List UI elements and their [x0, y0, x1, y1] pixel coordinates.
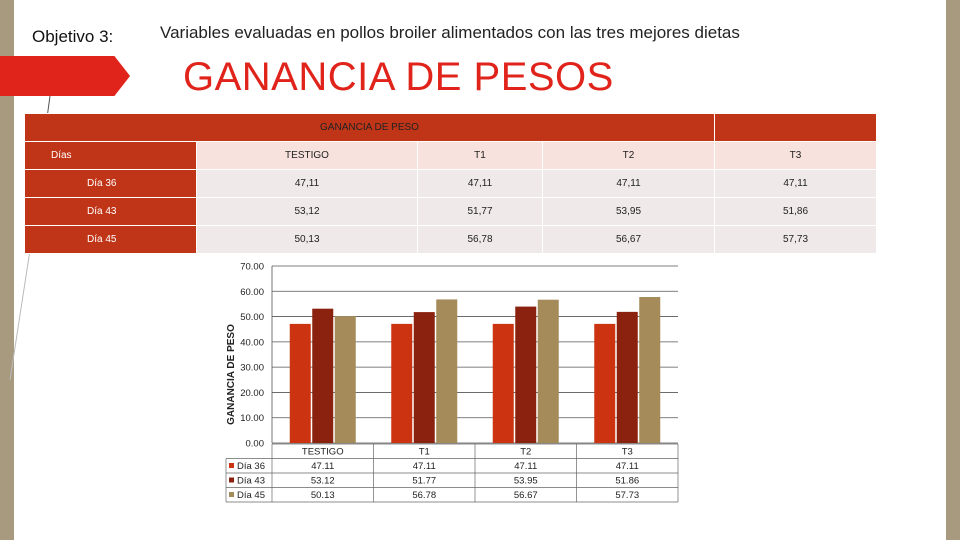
table-cell: 53,12 [196, 197, 418, 226]
slide-subtitle: Variables evaluadas en pollos broiler al… [160, 23, 740, 42]
table-row: Día 45 50,13 56,78 56,67 57,73 [24, 225, 877, 254]
table-cell: 56,67 [542, 225, 715, 254]
data-label: 50.13 [311, 490, 335, 501]
x-tick-label: T1 [419, 447, 430, 458]
legend-swatch [229, 492, 234, 497]
bar-d-a-36-t3 [594, 323, 616, 443]
bar-d-a-43-t3 [616, 311, 638, 443]
y-tick-label: 30.00 [240, 363, 264, 374]
data-label: 47.11 [413, 461, 436, 472]
y-tick-label: 60.00 [240, 287, 264, 298]
row-label: Día 43 [24, 197, 197, 226]
data-table: GANANCIA DE PESO Días TESTIGO T1 T2 T3 D… [24, 113, 877, 254]
bar-d-a-43-t1 [413, 312, 435, 443]
table-cell: 51,77 [417, 197, 543, 226]
data-label: 53.12 [311, 476, 335, 487]
arrow-shape [0, 56, 130, 96]
x-tick-label: T3 [622, 447, 633, 458]
bar-d-a-45-t1 [436, 299, 458, 443]
table-cell: 47,11 [417, 169, 543, 198]
y-axis-label: GANANCIA DE PESO [226, 324, 237, 425]
table-cell: 50,13 [196, 225, 418, 254]
data-label: 56.67 [514, 490, 538, 501]
column-header-t1: T1 [417, 141, 543, 170]
right-decor-bar [946, 0, 960, 540]
bar-d-a-43-t2 [515, 306, 537, 443]
data-label: 53.95 [514, 476, 538, 487]
table-title-row: GANANCIA DE PESO [24, 113, 877, 142]
legend-label: Día 43 [237, 476, 265, 487]
bar-d-a-45-testigo [334, 316, 356, 443]
data-label: 51.77 [412, 476, 436, 487]
column-header-t2: T2 [542, 141, 715, 170]
x-tick-label: TESTIGO [302, 447, 344, 458]
column-header-testigo: TESTIGO [196, 141, 418, 170]
table-cell: 47,11 [714, 169, 877, 198]
data-label: 56.78 [412, 490, 436, 501]
data-label: 47.11 [616, 461, 639, 472]
bar-d-a-43-testigo [312, 308, 334, 443]
legend-swatch [229, 477, 234, 483]
row-label: Día 45 [24, 225, 197, 254]
bar-d-a-45-t3 [639, 297, 661, 443]
data-label: 51.86 [615, 476, 639, 487]
legend-label: Día 36 [237, 461, 265, 472]
bar-d-a-36-testigo [289, 323, 311, 443]
y-tick-label: 40.00 [240, 337, 264, 348]
y-tick-label: 10.00 [240, 413, 264, 424]
table-cell: 53,95 [542, 197, 715, 226]
data-label: 47.11 [514, 461, 537, 472]
data-label: 57.73 [615, 490, 639, 501]
bar-d-a-45-t2 [537, 299, 559, 443]
objective-label: Objetivo 3: [32, 27, 114, 46]
y-tick-label: 0.00 [246, 439, 265, 450]
legend-swatch [229, 463, 234, 468]
row-label: Día 36 [24, 169, 197, 198]
bar-d-a-36-t1 [391, 323, 413, 443]
x-tick-label: T2 [520, 447, 531, 458]
y-tick-label: 50.00 [240, 312, 264, 323]
table-header-row: Días TESTIGO T1 T2 T3 [24, 141, 877, 170]
data-label: 47.11 [311, 461, 334, 472]
legend-label: Día 45 [237, 490, 265, 501]
table-cell: 57,73 [714, 225, 877, 254]
table-cell: 47,11 [196, 169, 418, 198]
y-tick-label: 20.00 [240, 388, 264, 399]
y-tick-label: 70.00 [240, 262, 264, 273]
table-title: GANANCIA DE PESO [24, 113, 715, 142]
left-decor-bar [0, 0, 14, 540]
bar-d-a-36-t2 [492, 323, 514, 443]
slide-heading: GANANCIA DE PESOS [183, 55, 614, 99]
table-cell: 56,78 [417, 225, 543, 254]
